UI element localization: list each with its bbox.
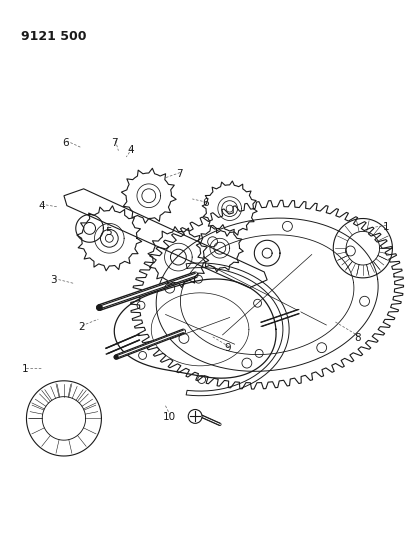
Text: 8: 8 <box>354 333 361 343</box>
Text: 3: 3 <box>50 274 57 285</box>
Circle shape <box>114 354 119 360</box>
Text: 7: 7 <box>111 138 118 148</box>
Text: 1: 1 <box>383 222 389 232</box>
Text: 6: 6 <box>62 138 69 148</box>
Text: 4: 4 <box>38 201 45 211</box>
Text: 9: 9 <box>224 343 231 353</box>
Text: 7: 7 <box>176 169 182 179</box>
Text: 4: 4 <box>127 146 134 156</box>
Circle shape <box>97 304 102 311</box>
Polygon shape <box>64 189 267 288</box>
Text: 1: 1 <box>22 365 28 374</box>
Circle shape <box>188 409 202 423</box>
Text: 9121 500: 9121 500 <box>21 30 86 44</box>
Text: 2: 2 <box>79 322 85 332</box>
Text: 6: 6 <box>202 198 209 208</box>
Text: 10: 10 <box>162 412 175 422</box>
Text: 5: 5 <box>105 227 111 237</box>
